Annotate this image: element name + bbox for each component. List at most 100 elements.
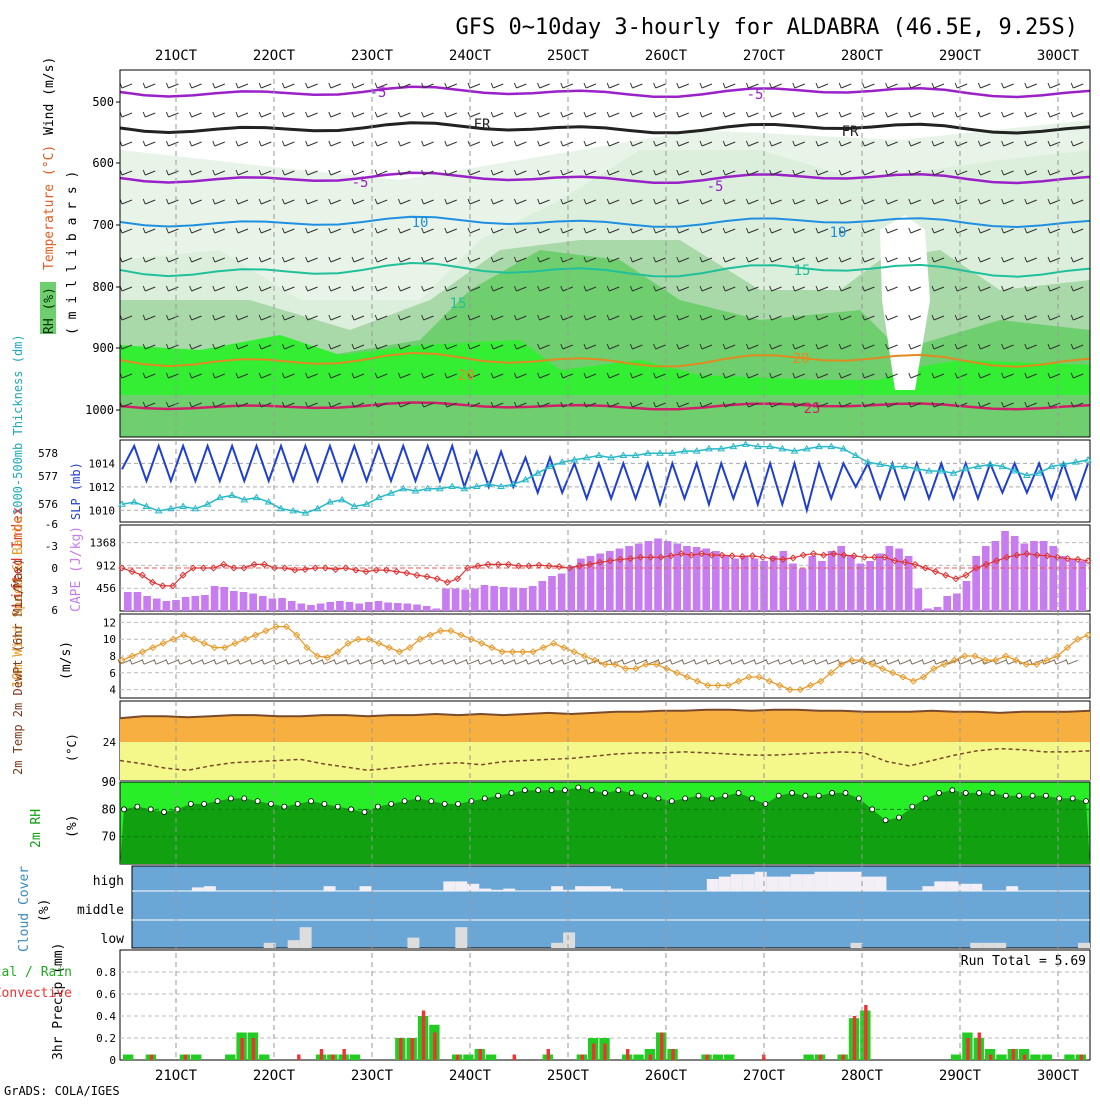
wind-barb — [490, 82, 504, 89]
wind10m-marker — [282, 623, 290, 631]
wind-barb — [235, 401, 249, 408]
li-marker — [393, 568, 401, 576]
cape-bar — [663, 541, 672, 611]
precip-total-bar — [996, 1054, 1007, 1060]
wind10m-barb — [885, 659, 899, 665]
wind-barb — [467, 169, 481, 176]
precip-total-bar — [485, 1054, 497, 1060]
wind-barb — [676, 169, 689, 176]
wind-barb — [281, 343, 295, 350]
contour-10c — [120, 215, 1090, 229]
wind-barb — [189, 401, 202, 408]
wind10m-marker — [508, 648, 517, 656]
cloud-high-bar — [874, 876, 887, 891]
ytick-rh2m: 80 — [102, 802, 116, 816]
date-label-top: 29OCT — [939, 48, 982, 64]
wind10m-marker — [550, 639, 558, 647]
thickness-marker — [582, 453, 591, 461]
wind10m-barb — [321, 659, 335, 665]
ylabel-temperature: Temperature (°C) — [42, 145, 57, 270]
thickness-marker — [778, 444, 787, 452]
wind10m-barb — [969, 659, 983, 665]
precip-total-bar — [1041, 1054, 1052, 1060]
dewpt2m-line — [119, 747, 1091, 772]
wind-barb — [258, 256, 272, 263]
wind-barb — [861, 343, 875, 350]
wind10m-marker — [118, 656, 126, 664]
thickness-marker — [961, 464, 970, 472]
li-marker — [433, 575, 441, 583]
li-marker — [413, 571, 421, 579]
wind-barb — [305, 140, 318, 147]
thickness-marker — [179, 502, 188, 509]
date-label-top: 24OCT — [449, 48, 492, 64]
rh2m-marker — [695, 792, 702, 799]
wind-barb — [722, 343, 736, 350]
wind10m-barb — [525, 659, 539, 665]
wind10m-barb — [189, 659, 203, 665]
wind10m-marker — [827, 669, 835, 677]
wind-barb — [258, 285, 272, 292]
li-marker — [209, 564, 218, 572]
wind-barb — [954, 314, 968, 321]
wind-barb — [629, 314, 643, 321]
wind-barb — [397, 140, 411, 147]
wind-barb — [1001, 227, 1014, 234]
li-marker — [484, 560, 492, 568]
contour-minus5-upper — [120, 85, 1090, 99]
wind-barb — [142, 111, 156, 118]
wind-barb — [212, 256, 225, 263]
upper-left-labels: RH (%) Temperature (°C) Wind (m/s) ( m i… — [0, 57, 84, 1060]
cloud-low-bar — [982, 942, 995, 948]
rh2m-marker — [1069, 795, 1076, 802]
cape-bar — [1001, 531, 1009, 611]
wind10m-marker — [375, 639, 383, 647]
cape-bar — [461, 589, 470, 611]
cape-bar — [1039, 541, 1048, 611]
cape-bar — [904, 556, 913, 611]
cape-bar — [1030, 541, 1038, 611]
rh2m-marker — [535, 787, 542, 794]
wind-barb — [954, 140, 968, 147]
wind-barb — [189, 169, 202, 176]
wind-barb — [142, 401, 156, 408]
li-marker — [992, 557, 1001, 565]
wind-barb — [165, 169, 179, 176]
ytick-cape: 1368 — [90, 537, 117, 550]
wind-barb — [397, 198, 411, 205]
wind-barb — [537, 198, 550, 205]
wind-barb — [792, 169, 805, 176]
rh2m-marker — [268, 800, 274, 807]
wind-barb — [908, 314, 921, 321]
wind10m-barb — [297, 659, 311, 665]
wind-barb — [142, 82, 156, 89]
wind-barb — [513, 343, 527, 350]
li-marker — [423, 573, 431, 581]
cape-bar — [480, 585, 489, 611]
wind10m-marker — [159, 639, 167, 647]
wind-barb — [792, 401, 805, 408]
wind-barb — [745, 227, 759, 234]
date-label-top: 26OCT — [645, 48, 688, 64]
ylabel-precip-total: Total / Rain — [0, 965, 72, 980]
ylabel-lifted-index: Lifted Index — [10, 507, 26, 608]
precip-conv-bar — [988, 1054, 993, 1060]
wind-barb — [421, 227, 434, 234]
wind-barb — [931, 314, 945, 321]
wind-barb — [444, 140, 457, 147]
cloud-frame — [131, 865, 1091, 949]
cape-bar — [509, 587, 518, 611]
wind-barb — [792, 82, 805, 89]
thickness-marker — [411, 487, 420, 494]
rh2m-marker — [1083, 798, 1089, 805]
date-label-bottom: 24OCT — [449, 1068, 492, 1084]
wind10m-barb — [309, 659, 323, 665]
cloud-high-bar — [191, 887, 204, 891]
wind10m-barb — [825, 659, 839, 665]
thickness-marker — [827, 442, 836, 450]
li-marker — [911, 560, 919, 568]
wind-barb — [305, 343, 318, 350]
wind-barb — [908, 285, 921, 292]
wind-barb — [1070, 227, 1084, 234]
